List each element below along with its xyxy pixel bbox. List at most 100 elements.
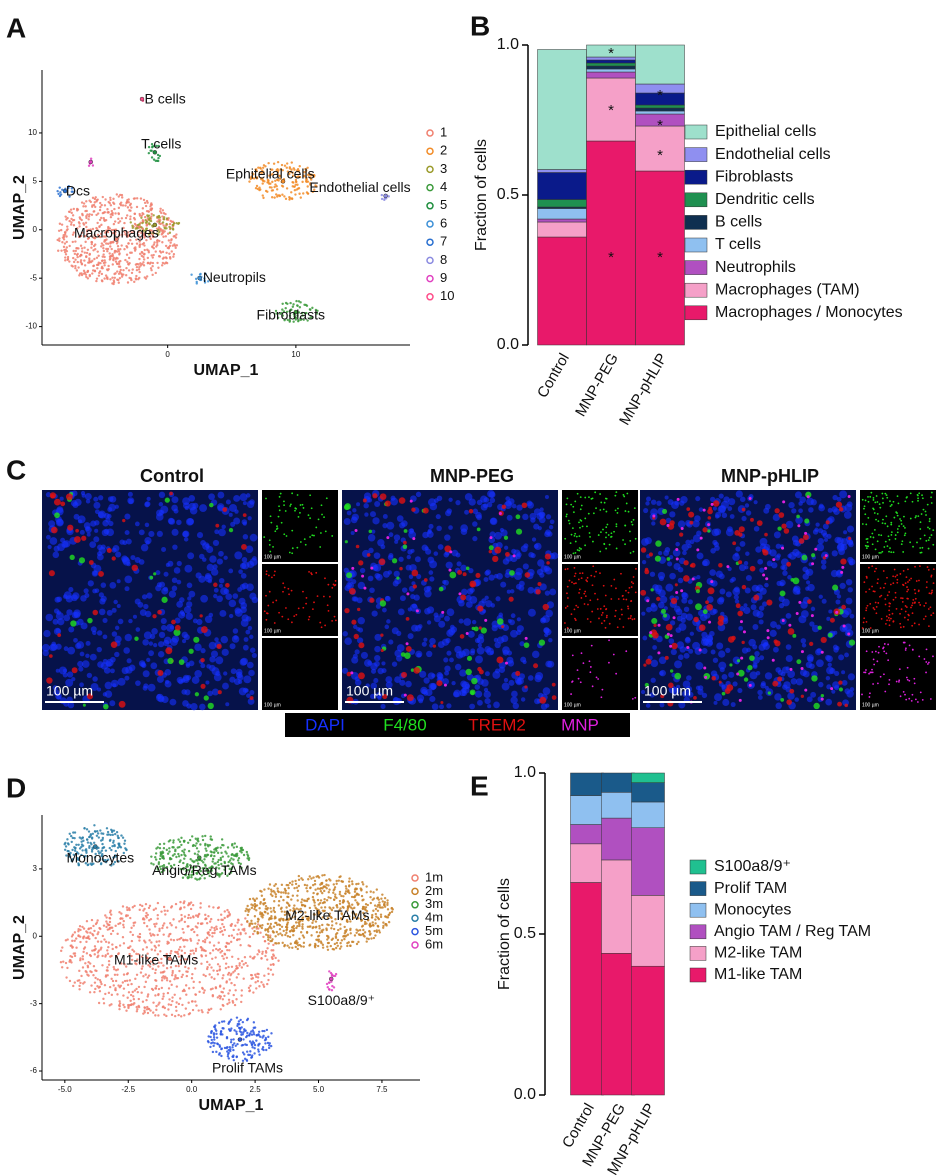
cell-dot (194, 914, 198, 917)
cell-dot (331, 947, 335, 951)
cell-dot (255, 904, 259, 907)
nucleus (185, 612, 193, 620)
cell-dot (332, 927, 336, 931)
cell-dot (381, 906, 384, 909)
cell-dot (354, 887, 357, 890)
cell-dot (138, 908, 141, 912)
cell-dot (246, 854, 250, 858)
nucleus (239, 562, 247, 570)
nucleus (364, 659, 372, 667)
cell-dot (103, 211, 107, 214)
cell-dot (98, 225, 101, 229)
inset-dot (280, 521, 283, 524)
stain (411, 507, 416, 512)
cell-dot (202, 991, 206, 994)
nucleus (536, 568, 544, 576)
nucleus (171, 577, 178, 584)
cluster-label: Ephitelial cells (226, 165, 315, 181)
inset-dot (309, 517, 312, 520)
cell-dot (107, 941, 111, 944)
nucleus (179, 610, 185, 615)
nucleus (474, 638, 481, 644)
cell-dot (281, 185, 285, 188)
cell-dot (141, 917, 145, 921)
cell-dot (109, 278, 112, 281)
cell-dot (96, 940, 100, 943)
nucleus (221, 648, 229, 656)
nucleus (145, 540, 150, 545)
cell-dot (213, 1041, 216, 1045)
cell-dot (386, 903, 389, 907)
cell-dot (137, 233, 140, 237)
cell-dot (201, 1010, 204, 1014)
stain (478, 626, 482, 630)
cell-dot (262, 935, 265, 939)
cell-dot (66, 966, 69, 970)
cell-dot (94, 196, 97, 199)
cell-dot (282, 310, 286, 313)
nucleus (233, 494, 241, 502)
cell-dots (129, 214, 181, 236)
cell-dot (107, 959, 111, 963)
cell-dot (250, 974, 254, 977)
inset-bg (262, 490, 338, 562)
legend-marker (426, 256, 434, 265)
inset-dot (307, 618, 310, 621)
cell-dot (179, 945, 182, 949)
nucleus (433, 551, 439, 556)
cell-dot (328, 878, 331, 881)
cell-dot (102, 247, 105, 250)
cell-dot (246, 1050, 249, 1053)
cell-dot (214, 986, 218, 989)
nucleus (251, 652, 257, 658)
cell-dot (365, 940, 368, 943)
nucleus (415, 491, 422, 498)
nucleus (527, 608, 536, 617)
nucleus (169, 625, 174, 630)
cell-dot (157, 226, 161, 229)
cell-dot (357, 940, 360, 944)
nucleus (138, 529, 145, 536)
cell-dot (125, 273, 128, 277)
cell-dot (209, 952, 212, 955)
inset-dot (615, 491, 618, 494)
nucleus (218, 550, 224, 557)
cell-dot (126, 996, 129, 999)
cell-dot (119, 193, 122, 197)
cell-dot (346, 933, 350, 936)
nucleus (449, 657, 454, 663)
cell-dot (260, 171, 263, 175)
stain (399, 566, 403, 571)
cell-dot (155, 239, 159, 243)
cell-dot (239, 931, 242, 935)
cell-dot (100, 266, 103, 270)
cell-dot (82, 202, 86, 205)
cell-dot (254, 922, 257, 925)
cell-dot (112, 279, 115, 282)
cell-dot (282, 929, 285, 933)
cell-dot (303, 171, 306, 174)
cell-dot (343, 937, 346, 941)
nucleus (141, 662, 147, 668)
cell-dot (89, 157, 93, 160)
stain (157, 609, 162, 615)
x-axis-label: UMAP_1 (194, 362, 259, 379)
cell-dot (291, 305, 295, 308)
cell-dot (284, 933, 287, 937)
cell-dot (249, 955, 252, 958)
cell-dot (194, 993, 197, 996)
cell-dot (279, 932, 282, 935)
cell-dot (91, 269, 95, 272)
inset-dot (605, 526, 608, 529)
legend-swatch (689, 902, 707, 918)
cell-dot (109, 913, 113, 916)
cell-dot (386, 899, 389, 902)
inset-dot (579, 519, 582, 521)
cell-dot (169, 922, 172, 925)
inset-dot (587, 512, 590, 515)
cell-dot (279, 168, 282, 171)
cell-dot (191, 835, 194, 838)
cell-dots (274, 299, 319, 323)
inset-dot (265, 497, 267, 500)
cell-dot (140, 216, 143, 219)
